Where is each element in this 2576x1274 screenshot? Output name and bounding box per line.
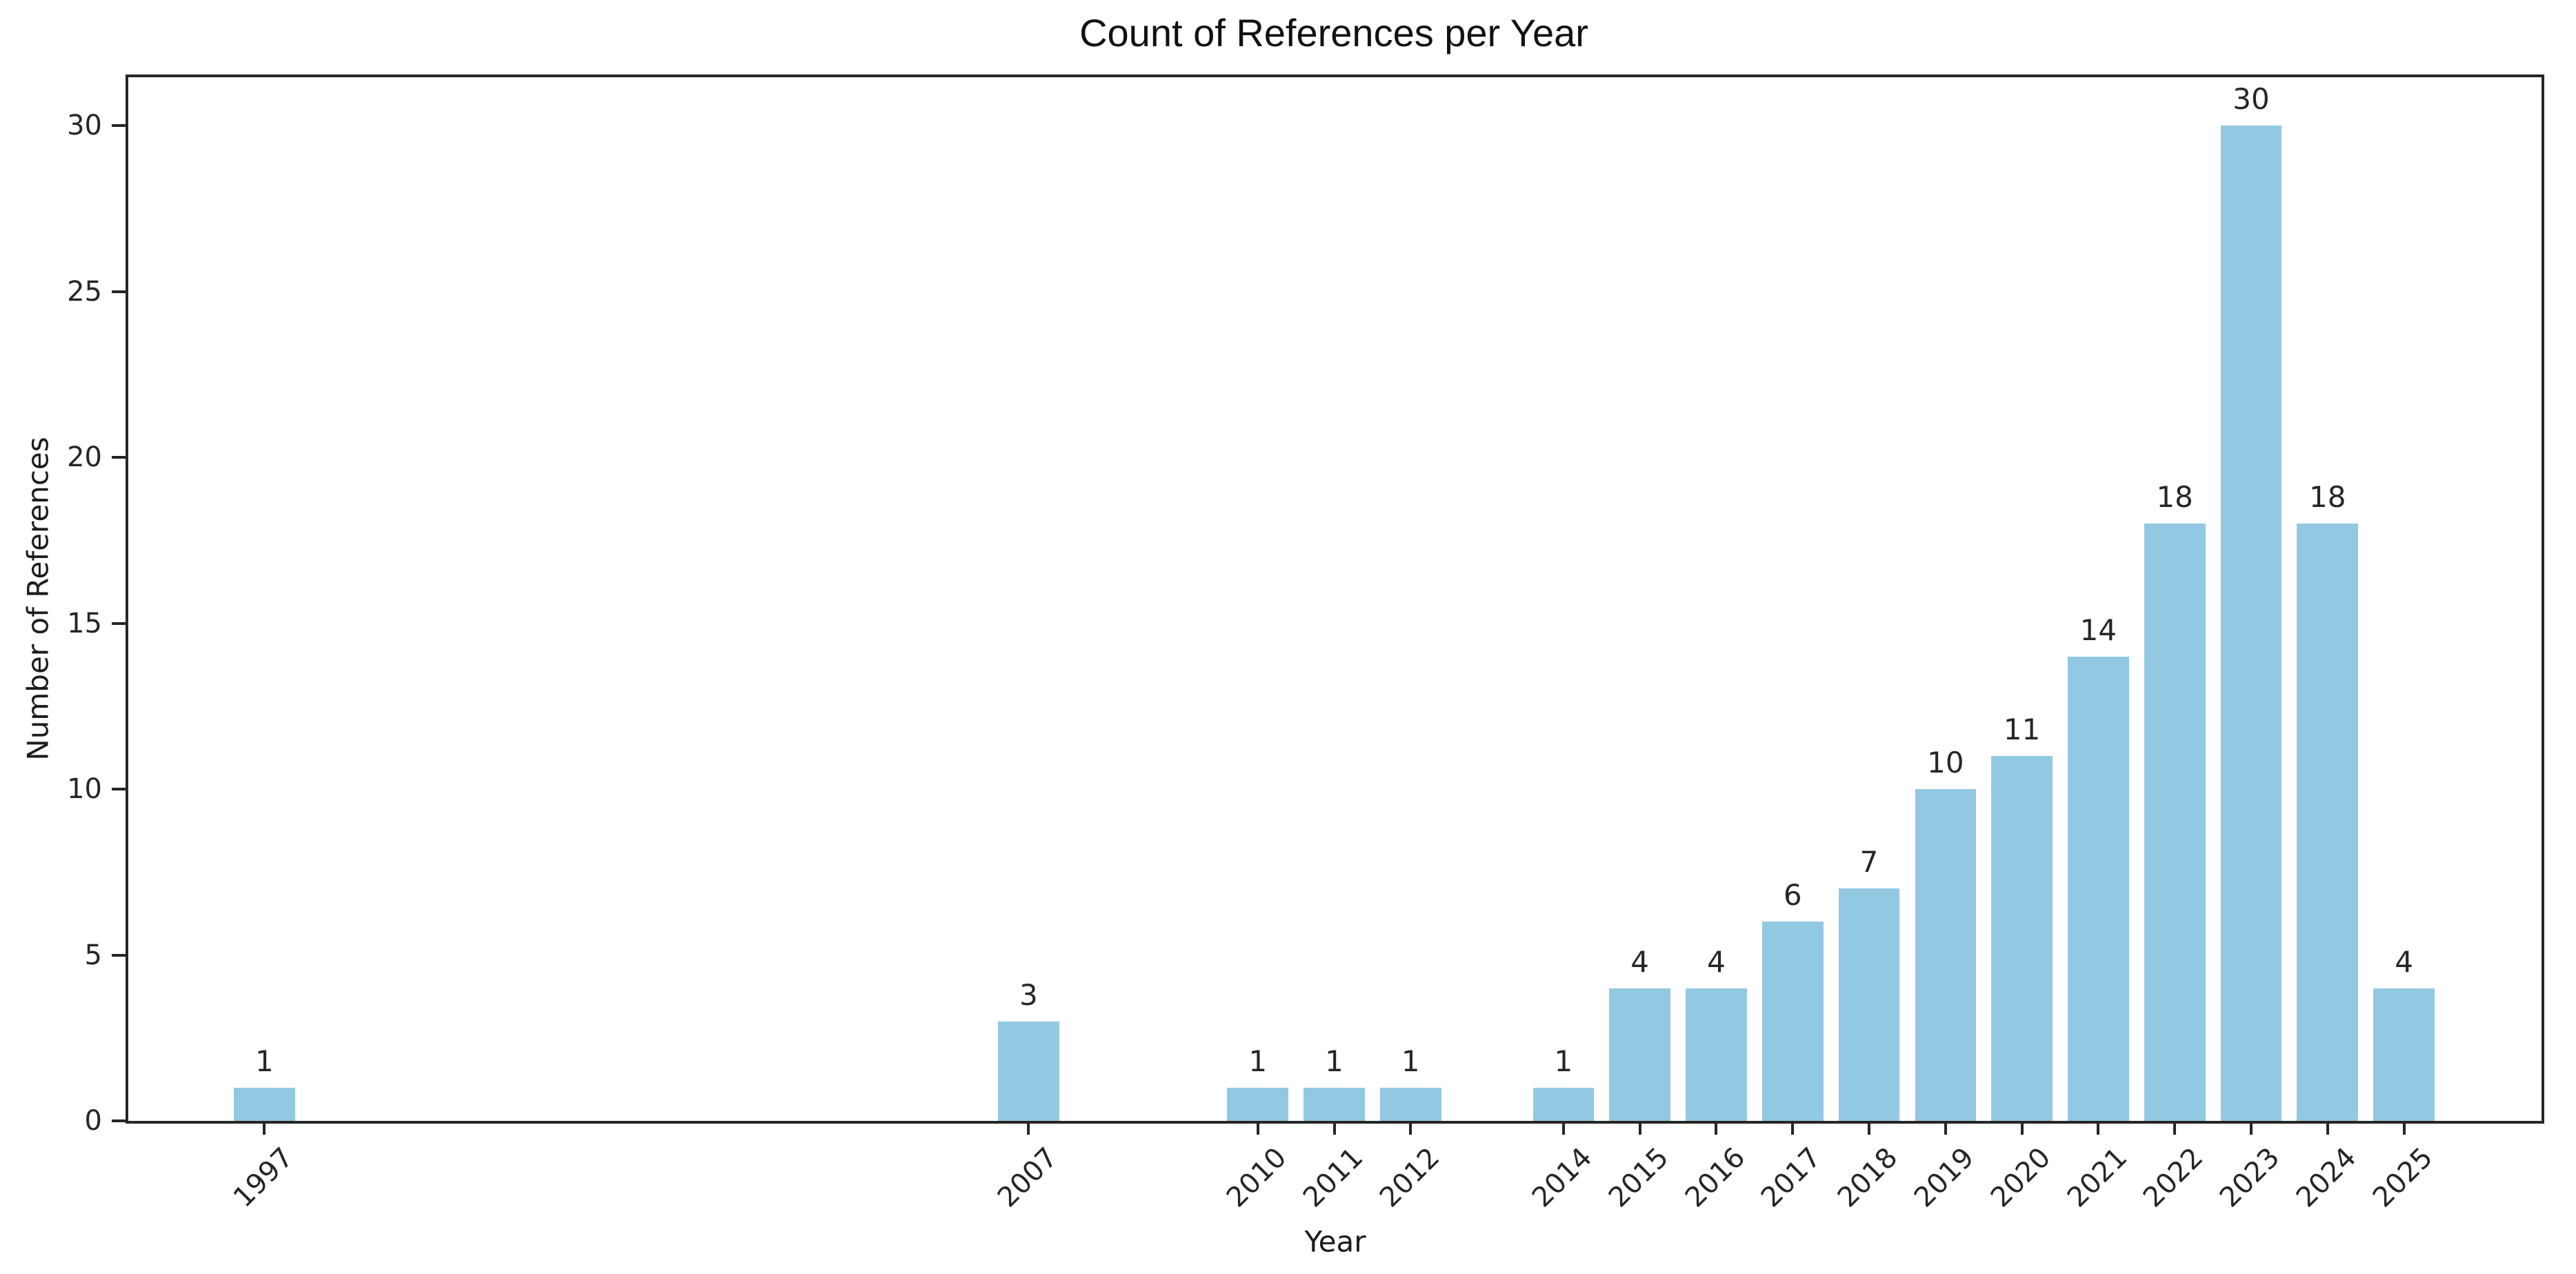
y-tick-mark (112, 456, 127, 459)
x-tick-label: 2021 (2061, 1142, 2133, 1214)
bar (1838, 888, 1900, 1121)
x-tick-mark (2249, 1122, 2253, 1135)
y-tick-mark (112, 124, 127, 128)
x-tick-mark (1868, 1122, 1871, 1135)
bar (234, 1087, 295, 1121)
y-tick-label: 30 (67, 110, 102, 142)
x-tick-label: 2022 (2137, 1142, 2210, 1214)
bar (2373, 988, 2435, 1121)
y-tick-label: 20 (67, 441, 102, 474)
bar-value-label: 6 (1783, 878, 1802, 913)
y-tick-label: 5 (84, 939, 102, 971)
x-tick-mark (1715, 1122, 1718, 1135)
bar (1761, 922, 1824, 1121)
y-tick-mark (112, 1119, 127, 1122)
x-tick-label: 2012 (1373, 1142, 1446, 1214)
y-tick-mark (112, 788, 127, 791)
bar-value-label: 11 (2003, 712, 2041, 746)
bar (1227, 1087, 1289, 1121)
x-tick-label: 2025 (2366, 1142, 2439, 1214)
x-tick-label: 2015 (1602, 1142, 1675, 1214)
bar-value-label: 7 (1859, 845, 1879, 879)
x-tick-mark (1561, 1122, 1565, 1135)
plot-area (126, 74, 2544, 1124)
y-axis-label: Number of References (21, 437, 55, 761)
x-tick-label: 2014 (1526, 1142, 1599, 1214)
bar-value-label: 1 (1248, 1044, 1268, 1078)
y-tick-mark (112, 953, 127, 957)
x-tick-mark (2020, 1122, 2024, 1135)
x-tick-mark (2326, 1122, 2329, 1135)
x-tick-mark (2402, 1122, 2406, 1135)
x-tick-mark (1409, 1122, 1412, 1135)
bar-value-label: 4 (1630, 944, 1650, 979)
bar-value-label: 18 (2309, 480, 2346, 515)
x-tick-mark (1027, 1122, 1030, 1135)
x-tick-label: 2016 (1679, 1142, 1751, 1214)
bar-value-label: 1 (255, 1044, 274, 1078)
x-tick-label: 2011 (1297, 1142, 1370, 1214)
bar (2144, 524, 2206, 1121)
bar-value-label: 30 (2233, 82, 2270, 117)
bar (2220, 126, 2282, 1121)
bar (998, 1021, 1059, 1121)
x-tick-mark (263, 1122, 266, 1135)
x-tick-mark (2173, 1122, 2177, 1135)
x-axis-label: Year (1304, 1224, 1366, 1259)
bar-value-label: 10 (1927, 746, 1964, 780)
bar-value-label: 4 (2395, 944, 2413, 979)
bar (2297, 524, 2359, 1121)
y-tick-label: 15 (67, 607, 102, 639)
x-tick-mark (1791, 1122, 1795, 1135)
x-tick-mark (2097, 1122, 2100, 1135)
x-tick-mark (1332, 1122, 1336, 1135)
x-tick-label: 2024 (2290, 1142, 2363, 1214)
bar-value-label: 3 (1019, 977, 1038, 1012)
bar (1532, 1087, 1595, 1121)
x-tick-mark (1256, 1122, 1259, 1135)
bar-value-label: 1 (1325, 1044, 1344, 1078)
x-tick-label: 2017 (1755, 1142, 1828, 1214)
y-tick-label: 25 (67, 275, 102, 308)
bar (2068, 656, 2129, 1121)
y-tick-mark (112, 621, 127, 625)
bar-value-label: 18 (2156, 480, 2193, 515)
bar (1991, 755, 2053, 1121)
x-tick-mark (1638, 1122, 1641, 1135)
x-tick-label: 2023 (2214, 1142, 2286, 1214)
bar-value-label: 14 (2079, 613, 2117, 647)
y-tick-label: 10 (67, 773, 102, 806)
chart-title: Count of References per Year (1079, 11, 1588, 54)
bar (1609, 988, 1670, 1121)
x-tick-label: 2010 (1220, 1142, 1293, 1214)
bar (1304, 1087, 1365, 1121)
bar-value-label: 4 (1707, 944, 1726, 979)
bar-value-label: 1 (1401, 1044, 1420, 1078)
x-tick-label: 2018 (1832, 1142, 1904, 1214)
x-tick-mark (1944, 1122, 1947, 1135)
x-tick-label: 2020 (1984, 1142, 2057, 1214)
bar (1915, 789, 1977, 1121)
x-tick-label: 1997 (227, 1142, 299, 1214)
y-tick-mark (112, 290, 127, 293)
x-tick-label: 2019 (1908, 1142, 1981, 1214)
bar (1379, 1087, 1441, 1121)
bar-value-label: 1 (1554, 1044, 1573, 1078)
bar (1686, 988, 1747, 1121)
x-tick-label: 2007 (991, 1142, 1064, 1214)
y-tick-label: 0 (84, 1105, 102, 1137)
